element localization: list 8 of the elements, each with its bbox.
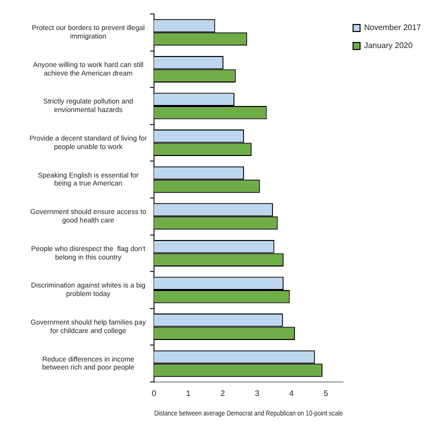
x-tick-label: 0 [152, 389, 157, 398]
x-tick-label: 2 [220, 389, 226, 398]
x-tick-label: 1 [186, 389, 192, 398]
legend-label: November 2017 [364, 23, 422, 32]
x-tick-label: 5 [324, 389, 329, 398]
x-tick-label: 4 [289, 389, 294, 398]
x-tick-label: 3 [254, 389, 260, 398]
legend-label: January 2020 [364, 41, 414, 50]
